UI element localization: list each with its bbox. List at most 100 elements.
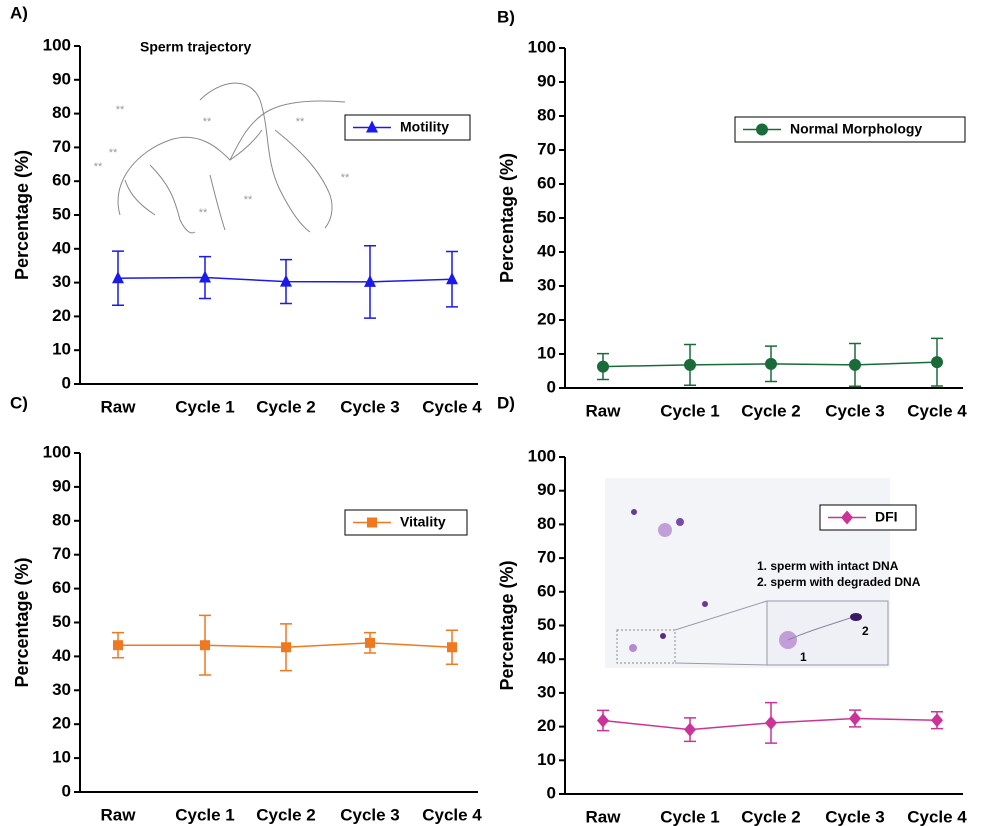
y-tick-label: 0 (62, 373, 71, 392)
y-tick-label: 0 (62, 781, 71, 800)
panel-label: D) (497, 393, 515, 412)
data-point (365, 637, 375, 648)
annotation: ** (199, 207, 208, 219)
y-axis-label: Percentage (%) (497, 560, 517, 690)
annotation: ** (203, 116, 212, 128)
y-tick-label: 70 (537, 548, 556, 567)
y-tick-label: 50 (537, 207, 556, 226)
y-tick-label: 40 (537, 241, 556, 260)
data-point (849, 358, 861, 371)
zoom-line (674, 662, 768, 666)
annotation: 2 (862, 624, 869, 638)
x-tick-label: Cycle 3 (340, 805, 400, 824)
y-tick-label: 100 (528, 37, 556, 56)
annotation: ** (341, 172, 350, 184)
data-point (684, 358, 696, 371)
x-tick-label: Cycle 1 (175, 805, 235, 824)
y-tick-label: 90 (537, 71, 556, 90)
y-tick-label: 80 (537, 514, 556, 533)
x-tick-label: Cycle 3 (825, 807, 885, 826)
y-tick-label: 70 (52, 137, 71, 156)
legend-marker (366, 120, 378, 133)
legend-label: Vitality (400, 514, 446, 530)
y-tick-label: 20 (52, 714, 71, 733)
data-point (199, 270, 211, 283)
y-tick-label: 100 (43, 442, 71, 461)
y-tick-label: 30 (52, 272, 71, 291)
y-tick-label: 30 (52, 680, 71, 699)
x-tick-label: Cycle 2 (741, 401, 801, 420)
legend-label: Normal Morphology (790, 121, 922, 137)
x-tick-label: Cycle 4 (907, 401, 967, 420)
y-tick-label: 100 (528, 446, 556, 465)
x-tick-label: Cycle 2 (256, 805, 316, 824)
y-tick-label: 20 (537, 716, 556, 735)
sperm-head (850, 613, 862, 621)
y-tick-label: 10 (537, 750, 556, 769)
y-tick-label: 10 (52, 748, 71, 767)
data-point (280, 274, 292, 287)
data-point (597, 713, 609, 728)
x-tick-label: Cycle 3 (340, 397, 400, 416)
x-tick-label: Cycle 4 (907, 807, 967, 826)
annotation: ** (296, 116, 305, 128)
legend-marker (367, 517, 377, 528)
data-point (765, 715, 777, 730)
x-tick-label: Cycle 4 (422, 805, 482, 824)
y-axis-label: Percentage (%) (12, 557, 32, 687)
x-tick-label: Raw (101, 397, 137, 416)
y-tick-label: 60 (537, 581, 556, 600)
sperm-head (676, 518, 684, 526)
data-point (447, 642, 457, 653)
data-point (931, 713, 943, 728)
legend-marker (756, 123, 768, 136)
y-tick-label: 50 (537, 615, 556, 634)
y-tick-label: 90 (52, 476, 71, 495)
data-point (113, 640, 123, 651)
y-tick-label: 10 (52, 340, 71, 359)
annotation: 1 (800, 650, 807, 664)
panel-label: C) (10, 393, 28, 412)
annotation: ** (116, 104, 125, 116)
data-point (684, 722, 696, 737)
y-tick-label: 70 (537, 139, 556, 158)
data-point (364, 274, 376, 287)
data-point (200, 640, 210, 651)
y-tick-label: 20 (52, 306, 71, 325)
trajectory-inset (117, 82, 346, 234)
y-tick-label: 90 (537, 480, 556, 499)
annotation: ** (94, 161, 103, 173)
data-point (931, 356, 943, 369)
y-tick-label: 60 (52, 578, 71, 597)
y-tick-label: 50 (52, 612, 71, 631)
sperm-head (660, 633, 666, 639)
annotation: ** (244, 194, 253, 206)
zoom-box (616, 629, 676, 664)
inset-title: Sperm trajectory (140, 39, 251, 55)
sperm-head (702, 601, 708, 607)
y-tick-label: 60 (537, 173, 556, 192)
x-tick-label: Cycle 2 (741, 807, 801, 826)
y-tick-label: 50 (52, 204, 71, 223)
y-tick-label: 30 (537, 682, 556, 701)
x-tick-label: Cycle 3 (825, 401, 885, 420)
y-tick-label: 90 (52, 69, 71, 88)
panel-label: A) (10, 3, 28, 22)
data-point (765, 357, 777, 370)
y-tick-label: 100 (43, 35, 71, 54)
y-tick-label: 40 (52, 646, 71, 665)
y-tick-label: 60 (52, 171, 71, 190)
data-point (446, 272, 458, 285)
annotation: 1. sperm with intact DNA (757, 559, 899, 573)
x-tick-label: Raw (586, 401, 622, 420)
y-tick-label: 30 (537, 275, 556, 294)
y-axis-label: Percentage (%) (497, 153, 517, 283)
y-tick-label: 80 (52, 103, 71, 122)
zoom-line (674, 600, 768, 631)
legend-label: Motility (400, 119, 449, 135)
y-axis-label: Percentage (%) (12, 150, 32, 280)
legend-label: DFI (875, 509, 898, 525)
y-tick-label: 70 (52, 544, 71, 563)
x-tick-label: Cycle 1 (660, 807, 720, 826)
